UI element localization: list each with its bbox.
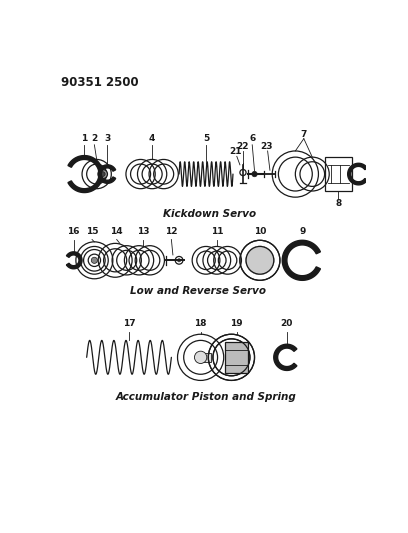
Polygon shape bbox=[282, 240, 320, 280]
Polygon shape bbox=[68, 156, 103, 192]
Bar bbox=[201, 353, 211, 362]
Text: 19: 19 bbox=[231, 319, 243, 328]
Text: 18: 18 bbox=[194, 319, 207, 328]
Circle shape bbox=[98, 169, 107, 179]
Text: 9: 9 bbox=[299, 227, 306, 236]
Text: 21: 21 bbox=[229, 147, 242, 156]
Text: 8: 8 bbox=[335, 199, 341, 208]
Circle shape bbox=[252, 172, 257, 177]
Text: 12: 12 bbox=[165, 227, 177, 236]
Bar bbox=[325, 157, 353, 191]
Text: 6: 6 bbox=[249, 134, 255, 143]
Circle shape bbox=[177, 259, 181, 262]
Text: 90351 2500: 90351 2500 bbox=[61, 76, 139, 90]
Circle shape bbox=[195, 351, 207, 364]
Polygon shape bbox=[98, 165, 115, 183]
Text: Low and Reverse Servo: Low and Reverse Servo bbox=[130, 286, 266, 296]
Text: Kickdown Servo: Kickdown Servo bbox=[162, 209, 256, 219]
Text: Accumulator Piston and Spring: Accumulator Piston and Spring bbox=[115, 392, 296, 402]
Text: 17: 17 bbox=[123, 319, 135, 328]
Polygon shape bbox=[246, 246, 274, 274]
Polygon shape bbox=[348, 163, 367, 185]
Text: 15: 15 bbox=[86, 227, 98, 236]
Text: 3: 3 bbox=[104, 134, 111, 143]
Text: 1: 1 bbox=[81, 134, 87, 143]
Text: 16: 16 bbox=[67, 227, 80, 236]
Text: 10: 10 bbox=[254, 227, 266, 236]
Text: 23: 23 bbox=[260, 142, 272, 151]
Text: 4: 4 bbox=[149, 134, 155, 143]
Polygon shape bbox=[274, 344, 297, 370]
Bar bbox=[225, 342, 248, 373]
Polygon shape bbox=[67, 252, 82, 269]
Text: 20: 20 bbox=[281, 319, 293, 328]
Circle shape bbox=[91, 257, 98, 263]
Text: 5: 5 bbox=[203, 134, 209, 143]
Text: 7: 7 bbox=[301, 130, 307, 139]
Text: 14: 14 bbox=[111, 227, 123, 236]
Text: 22: 22 bbox=[237, 142, 249, 151]
Text: 2: 2 bbox=[91, 134, 98, 143]
Text: 13: 13 bbox=[137, 227, 149, 236]
Circle shape bbox=[100, 172, 105, 176]
Text: 11: 11 bbox=[211, 227, 223, 236]
